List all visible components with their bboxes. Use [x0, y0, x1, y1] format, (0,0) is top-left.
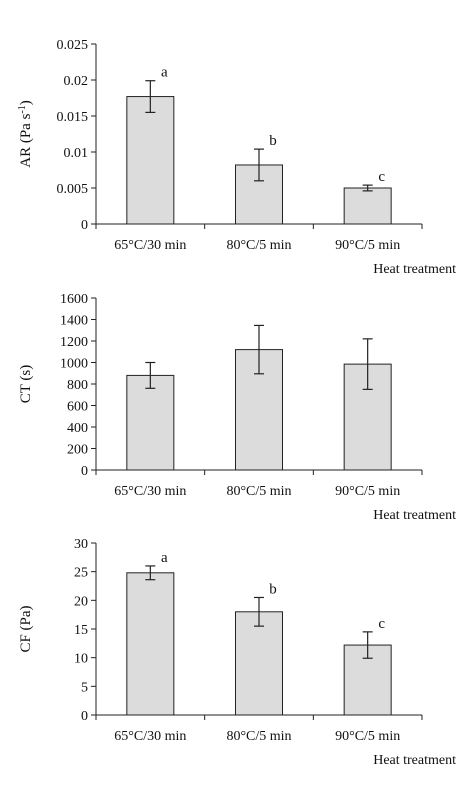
error-bar-2: [254, 324, 264, 375]
bar-2: [235, 611, 283, 716]
y-tick-label: 10: [74, 652, 88, 667]
y-tick-label: 600: [67, 400, 88, 415]
bar-1: [126, 374, 175, 471]
y-tick-label: 20: [74, 594, 88, 609]
y-tick-label: 0.02: [64, 74, 89, 89]
bar-1: [126, 572, 175, 716]
y-tick-label: 0.01: [64, 146, 89, 161]
significance-letter: b: [269, 133, 277, 149]
x-tick-label: 65°C/30 min: [114, 484, 186, 499]
y-tick-label: 1200: [60, 335, 88, 350]
y-axis-label: CF (Pa): [18, 605, 34, 652]
error-bar-2: [254, 148, 264, 182]
error-bar-3: [362, 338, 373, 390]
x-axis-label: Heat treatment: [373, 753, 456, 768]
chart-panel-1: a 65°C/30 min b 80°C/5 min c 90°C/5 min 0 0.005…: [17, 38, 457, 277]
x-tick-label: 80°C/5 min: [226, 729, 291, 744]
x-axis-label: Heat treatment: [373, 262, 456, 277]
y-tick-label: 0: [81, 464, 88, 479]
x-tick-label: 65°C/30 min: [114, 729, 186, 744]
x-tick-label: 90°C/5 min: [335, 484, 400, 499]
error-bar-3: [362, 631, 373, 659]
y-tick-label: 0: [81, 709, 88, 724]
x-tick-label: 65°C/30 min: [114, 238, 186, 253]
y-tick-label: 1600: [60, 292, 88, 307]
x-axis-label: Heat treatment: [373, 508, 456, 523]
bar-1: [126, 96, 175, 225]
y-tick-label: 0.015: [57, 110, 89, 125]
x-tick-label: 80°C/5 min: [226, 484, 291, 499]
chart-panel-3: a 65°C/30 min b 80°C/5 min c 90°C/5 min 0 5 10 15…: [18, 537, 456, 768]
error-bar-3: [362, 184, 373, 192]
error-bar-1: [145, 361, 156, 389]
y-tick-label: 25: [74, 566, 88, 581]
y-tick-label: 0.025: [57, 38, 89, 53]
significance-letter: a: [161, 65, 168, 81]
significance-letter: c: [378, 616, 385, 632]
y-tick-label: 400: [67, 421, 88, 436]
y-axis-label: AR (Pa s-1): [17, 100, 35, 168]
error-bar-2: [254, 596, 264, 627]
y-tick-label: 200: [67, 443, 88, 458]
y-tick-label: 5: [81, 680, 88, 695]
bar-3: [343, 187, 392, 225]
y-tick-label: 800: [67, 378, 88, 393]
y-tick-label: 15: [74, 623, 88, 638]
x-tick-label: 90°C/5 min: [335, 729, 400, 744]
x-tick-label: 90°C/5 min: [335, 238, 400, 253]
chart-panel-2: 65°C/30 min 80°C/5 min 90°C/5 min 0 200 400 60…: [18, 292, 456, 523]
y-tick-label: 0: [81, 218, 88, 233]
significance-letter: c: [378, 169, 385, 185]
significance-letter: a: [161, 550, 168, 566]
error-bar-1: [145, 565, 156, 581]
y-tick-label: 1000: [60, 357, 88, 372]
error-bar-1: [145, 80, 156, 114]
significance-letter: b: [269, 581, 277, 597]
y-tick-label: 30: [74, 537, 88, 552]
x-tick-label: 80°C/5 min: [226, 238, 291, 253]
y-tick-label: 0.005: [57, 182, 89, 197]
y-axis-label: CT (s): [18, 365, 34, 403]
y-tick-label: 1400: [60, 314, 88, 329]
